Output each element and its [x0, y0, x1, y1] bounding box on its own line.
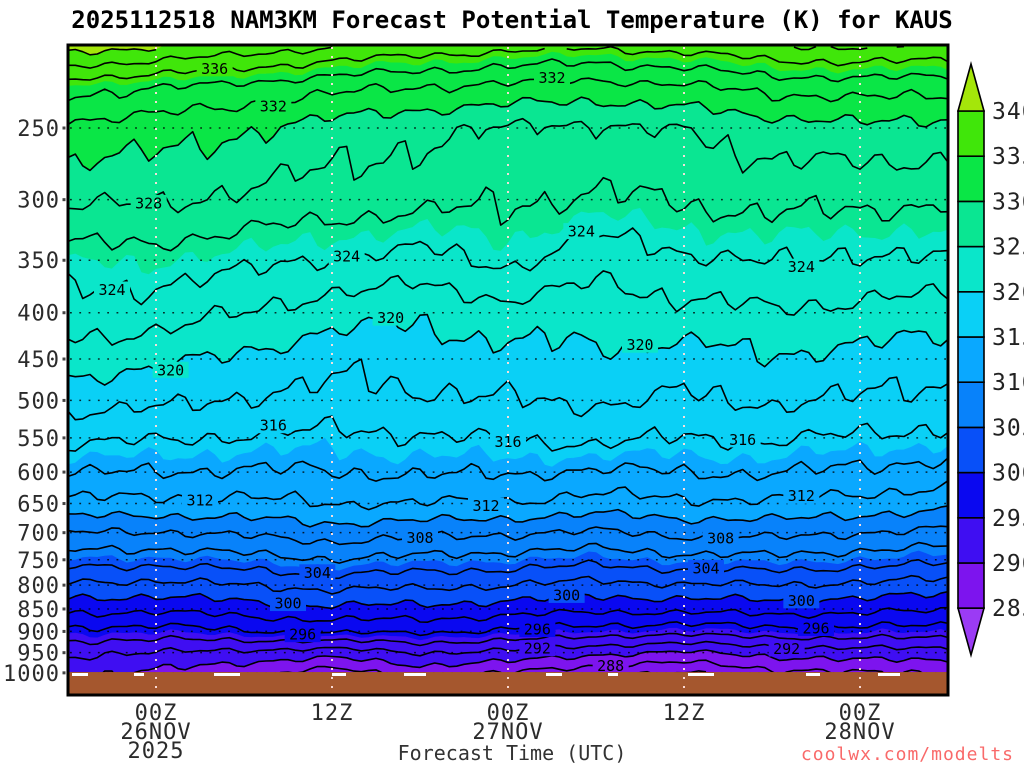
contour-label: 312 [472, 497, 499, 515]
colorbar-upper-arrow [956, 60, 986, 112]
y-tick-label: 300 [17, 189, 60, 214]
x-tick-label: 28NOV [824, 720, 895, 745]
contour-label: 316 [729, 431, 756, 449]
colorbar-label: 295 [992, 506, 1024, 532]
colorbar-label: 310 [992, 370, 1024, 396]
y-tick-label: 950 [17, 642, 60, 667]
colorbar-label: 335 [992, 144, 1024, 170]
contour-label: 336 [201, 60, 228, 78]
contour-label: 316 [494, 433, 521, 451]
contour-label: 300 [553, 586, 580, 604]
y-tick-label: 450 [17, 348, 60, 373]
y-tick-label: 500 [17, 389, 60, 414]
terrain-band [68, 672, 948, 695]
contour-label: 324 [568, 223, 595, 241]
y-tick-label: 1000 [3, 662, 60, 687]
contour-label: 308 [406, 529, 433, 547]
contour-label: 304 [692, 559, 719, 577]
x-tick-label: 12Z [311, 701, 354, 726]
contour-label: 320 [157, 361, 184, 379]
watermark: coolwx.com/modelts [800, 744, 1014, 765]
colorbar-label: 290 [992, 551, 1024, 577]
x-tick-label: 27NOV [472, 720, 543, 745]
contour-label: 328 [135, 194, 162, 212]
y-axis-ticks: 2503003504004505005506006507007508008509… [3, 117, 66, 687]
contour-label: 332 [538, 69, 565, 87]
contour-label: 324 [788, 258, 815, 276]
contour-label: 308 [707, 530, 734, 548]
colorbar-label: 325 [992, 235, 1024, 261]
x-tick-label: 00Z [839, 701, 882, 726]
plot-frame [66, 43, 950, 697]
colorbar-lower-arrow [956, 607, 986, 658]
colorbar-label: 340 [992, 99, 1024, 125]
contour-label: 292 [524, 640, 551, 658]
y-tick-label: 350 [17, 249, 60, 274]
contour-label: 316 [260, 417, 287, 435]
contour-label: 304 [304, 564, 331, 582]
colorbar-label: 285 [992, 596, 1024, 622]
chart-title: 2025112518 NAM3KM Forecast Potential Tem… [71, 6, 953, 34]
x-tick-label: 26NOV [120, 720, 191, 745]
y-tick-label: 250 [17, 117, 60, 142]
x-tick-label: 2025 [128, 739, 185, 764]
y-tick-label: 700 [17, 522, 60, 547]
contour-label: 332 [260, 98, 287, 116]
colorbar-label: 300 [992, 461, 1024, 487]
y-tick-label: 850 [17, 598, 60, 623]
contour-label: 296 [524, 621, 551, 639]
contour-label: 312 [186, 491, 213, 509]
contour-label: 296 [802, 620, 829, 638]
x-axis-title: Forecast Time (UTC) [397, 741, 627, 765]
y-tick-label: 400 [17, 302, 60, 327]
contour-label: 288 [597, 657, 624, 675]
y-tick-label: 550 [17, 427, 60, 452]
contour-label: 324 [98, 281, 125, 299]
contour-label: 320 [626, 336, 653, 354]
colorbar-label: 320 [992, 280, 1024, 306]
colorbar-label: 330 [992, 189, 1024, 215]
y-tick-label: 800 [17, 574, 60, 599]
y-tick-label: 600 [17, 461, 60, 486]
contour-labels: 336 332 332 328 324 324 324 324 320 320 320 316 316 3… [94, 60, 834, 675]
contour-label: 324 [333, 247, 360, 265]
frame [66, 43, 950, 697]
terrain [68, 672, 948, 695]
contour-label: 312 [788, 487, 815, 505]
contour-label: 300 [274, 595, 301, 613]
contour-label: 320 [377, 309, 404, 327]
x-tick-label: 00Z [487, 701, 530, 726]
y-tick-label: 900 [17, 620, 60, 645]
y-tick-label: 750 [17, 549, 60, 574]
colorbar: 285 290 295 300 305 310 315 320 325 330 335 340 [956, 60, 1024, 658]
x-tick-label: 00Z [135, 701, 178, 726]
contour-label: 292 [773, 640, 800, 658]
colorbar-label: 315 [992, 325, 1024, 351]
contour-label: 296 [289, 626, 316, 644]
y-tick-label: 650 [17, 493, 60, 518]
colorbar-label: 305 [992, 415, 1024, 441]
contour-label: 300 [788, 592, 815, 610]
x-tick-label: 12Z [663, 701, 706, 726]
